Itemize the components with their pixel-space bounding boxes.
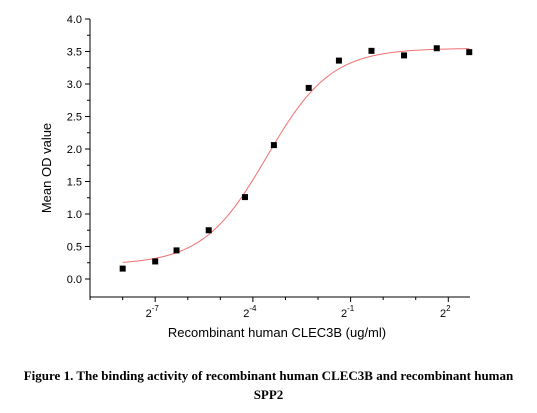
y-axis: 0.0 0.5 1.0 1.5 2.0 2.5 3.0 3.5 4.0 [67,14,91,297]
x-tick-label: 2-4 [243,304,257,320]
y-tick-label: 0.0 [67,274,82,286]
x-axis-title: Recombinant human CLEC3B (ug/ml) [168,325,386,340]
y-tick-label: 4.0 [67,14,82,26]
fit-curve [122,48,470,263]
y-tick-label: 3.0 [67,79,82,91]
data-point [205,227,212,234]
y-axis-title: Mean OD value [39,123,54,213]
data-point [305,84,312,91]
y-tick-label: 2.5 [67,112,82,124]
y-tick-label: 2.0 [67,144,82,156]
x-tick-exponent: 2 [446,304,451,313]
figure-caption-line-1: Figure 1. The binding activity of recomb… [23,368,514,383]
y-tick-label: 1.5 [67,177,82,189]
x-axis: 2-7 2-4 2-1 22 [89,296,470,320]
data-points [119,45,473,272]
x-tick-exponent: -7 [152,304,160,313]
x-tick-exponent: -1 [347,304,355,313]
data-point [119,265,126,272]
y-tick-label: 3.5 [67,47,82,59]
data-point [173,247,180,254]
binding-activity-chart: 0.00.51.01.52.02.53.03.54.0 2-7 2-4 2-1 22 … [39,14,473,340]
data-point [433,45,440,52]
data-point [152,258,159,265]
x-tick-exponent: -4 [249,304,257,313]
data-point [466,49,473,56]
data-point [335,57,342,64]
figure-caption-line-2: SPP2 [253,387,284,402]
data-point [270,142,277,149]
data-point [241,194,248,201]
data-point [401,52,408,59]
data-point [368,47,375,54]
x-tick-label: 2-7 [146,304,160,320]
x-tick-label: 22 [440,304,451,320]
x-tick-label: 2-1 [341,304,355,320]
y-tick-label: 1.0 [67,209,82,221]
y-tick-label: 0.5 [67,242,82,254]
